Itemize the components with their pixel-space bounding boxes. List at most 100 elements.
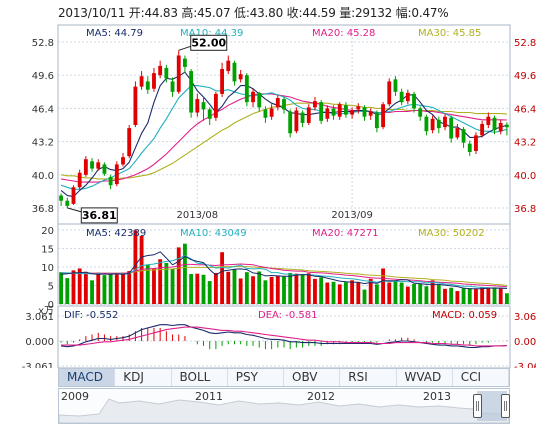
- candle-body: [399, 91, 404, 103]
- volume-bar: [306, 273, 311, 304]
- candle-body: [195, 99, 200, 113]
- price-legend-ma10: MA10: 44.39: [180, 28, 243, 39]
- candle-body: [350, 110, 355, 115]
- volume-legend-ma30: MA30: 50202: [418, 228, 485, 239]
- quote-header: 2013/10/11 开:44.83 高:45.07 低:43.80 收:44.…: [58, 4, 449, 21]
- price-panel[interactable]: 52.8 52.8 49.6 49.6 46.4 46.4 43.2 43.2 40.0 40.0…: [32, 24, 536, 225]
- candle-body: [275, 98, 280, 108]
- candle-body: [393, 79, 398, 92]
- volume-bar: [492, 287, 497, 304]
- macd-legend-dea: DEA: -0.581: [258, 310, 317, 321]
- price-tick-right: 43.2: [514, 138, 536, 149]
- volume-bar: [257, 271, 262, 304]
- volume-bar: [195, 273, 200, 304]
- price-ma20-line: [61, 93, 507, 183]
- tab-wvad[interactable]: WVAD: [397, 369, 453, 386]
- tab-kdj[interactable]: KDJ: [115, 369, 172, 386]
- volume-bar: [412, 284, 416, 304]
- tab-cci[interactable]: CCI: [453, 369, 509, 386]
- candle-body: [430, 118, 435, 131]
- candle-body: [381, 104, 385, 128]
- volume-bar: [486, 288, 491, 304]
- candle-body: [418, 108, 423, 117]
- price-tick-left: 43.2: [32, 138, 54, 149]
- candle-body: [59, 195, 64, 201]
- candle-body: [331, 108, 336, 116]
- volume-tick: 15: [41, 245, 54, 256]
- tab-macd[interactable]: MACD: [59, 369, 116, 386]
- volume-bar: [393, 281, 398, 304]
- volume-bar: [325, 282, 330, 304]
- candle-body: [251, 91, 255, 103]
- date-label: 2013/09: [331, 210, 373, 221]
- navigator-right-handle[interactable]: [501, 394, 510, 418]
- candle-body: [263, 109, 268, 118]
- candle-body: [356, 106, 361, 110]
- tab-boll[interactable]: BOLL: [172, 369, 228, 386]
- volume-tick: 10: [41, 263, 54, 274]
- volume-bar: [381, 268, 385, 304]
- volume-bar: [127, 271, 132, 304]
- candle-body: [71, 187, 76, 204]
- candle-body: [492, 117, 497, 131]
- candle-body: [319, 102, 324, 121]
- candle-body: [83, 159, 88, 175]
- price-tick-left: 46.4: [32, 104, 54, 115]
- price-tick-left: 52.8: [32, 38, 54, 49]
- price-tick-right: 46.4: [514, 104, 536, 115]
- tab-rsi[interactable]: RSI: [340, 369, 397, 386]
- volume-bar: [449, 287, 454, 304]
- price-frame: [57, 24, 511, 225]
- volume-bar: [83, 271, 88, 304]
- candle-body: [133, 86, 138, 125]
- candle-body: [294, 110, 299, 132]
- candle-body: [405, 92, 410, 102]
- candle-body: [145, 81, 150, 90]
- candle-body: [183, 58, 187, 67]
- nav-year-2011: 2011: [195, 390, 223, 403]
- quote-high: 高:45.07: [181, 6, 231, 20]
- volume-bar: [319, 277, 324, 304]
- volume-bar: [77, 268, 82, 304]
- candle-body: [213, 93, 218, 118]
- volume-bar: [294, 273, 299, 304]
- candle-body: [114, 164, 119, 185]
- quote-date: 2013/10/11: [58, 6, 126, 20]
- candle-body: [121, 157, 125, 165]
- tab-psy[interactable]: PSY: [228, 369, 284, 386]
- candle-body: [449, 117, 454, 139]
- volume-bar: [108, 273, 113, 304]
- volume-bar: [263, 280, 268, 304]
- volume-tick: 20: [41, 226, 54, 237]
- price-tick-right: 36.8: [514, 204, 536, 215]
- volume-bar: [213, 272, 218, 304]
- candle-body: [306, 107, 311, 123]
- macd-panel[interactable]: 3.061 3.061 0.000 0.000 -3.061 -3.061 DIF: -0.…: [22, 305, 536, 368]
- time-navigator[interactable]: 2009 2011 2012 2013: [58, 388, 510, 424]
- volume-panel[interactable]: 20 15 10 5 0x万 MA5: 42389 MA10: 43049 MA20: 472…: [38, 223, 511, 317]
- candle-body: [220, 68, 225, 94]
- volume-bar: [251, 276, 255, 304]
- candle-body: [201, 102, 206, 110]
- price-tick-right: 49.6: [514, 71, 536, 82]
- candle-body: [170, 81, 175, 92]
- macd-tick-left: 3.061: [25, 312, 54, 323]
- volume-legend-ma20: MA20: 47271: [312, 228, 379, 239]
- tab-obv[interactable]: OBV: [284, 369, 341, 386]
- volume-bar: [387, 282, 392, 304]
- navigator-left-handle[interactable]: [473, 394, 482, 418]
- macd-tick-right: 0.000: [514, 337, 536, 348]
- candle-body: [226, 60, 231, 72]
- stock-chart[interactable]: 52.8 52.8 49.6 49.6 46.4 46.4 43.2 43.2 40.0 40.0…: [0, 0, 536, 368]
- volume-bar: [71, 270, 76, 304]
- volume-tick: 0: [48, 300, 54, 311]
- volume-bar: [176, 247, 181, 304]
- nav-year-2013: 2013: [423, 390, 451, 403]
- quote-close: 收:44.59: [286, 6, 336, 20]
- volume-bar: [207, 281, 212, 304]
- volume-bar: [275, 275, 280, 304]
- price-legend-ma5: MA5: 44.79: [86, 28, 143, 39]
- volume-bar: [114, 274, 119, 304]
- candle-body: [77, 172, 82, 188]
- candle-body: [108, 176, 113, 186]
